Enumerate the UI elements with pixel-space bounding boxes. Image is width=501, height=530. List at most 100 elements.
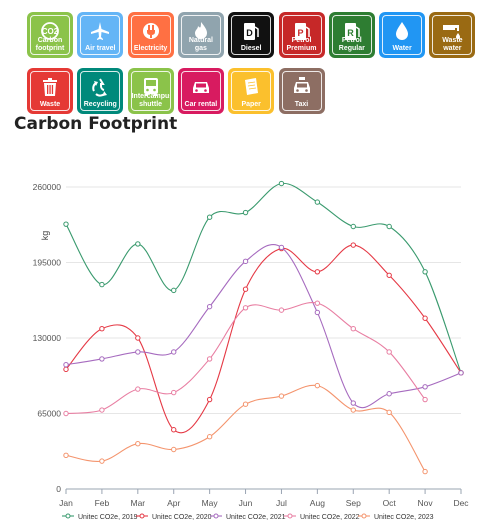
bus-icon [143, 78, 158, 96]
data-point[interactable] [350, 326, 356, 332]
data-point[interactable] [422, 468, 428, 475]
legend-marker [287, 513, 293, 519]
flame-icon [194, 22, 207, 39]
data-point[interactable] [278, 307, 285, 313]
x-tick-label: Jun [239, 498, 253, 508]
data-point[interactable] [242, 258, 249, 265]
data-point[interactable] [206, 434, 213, 440]
series-line-4 [65, 301, 426, 415]
legend-item-1[interactable]: Unitec CO2e, 2019 [62, 513, 138, 521]
x-tick-label: Nov [418, 498, 434, 508]
data-point[interactable] [135, 386, 141, 392]
tile-paper[interactable]: Paper [228, 68, 275, 114]
tile-car-rental[interactable]: Car rental [177, 68, 224, 114]
tile-label: Paper [241, 100, 261, 108]
data-point[interactable] [350, 400, 356, 406]
data-point[interactable] [63, 366, 69, 373]
data-point[interactable] [350, 242, 356, 248]
series-line-5 [65, 384, 426, 472]
data-point[interactable] [314, 269, 321, 275]
data-point[interactable] [242, 286, 249, 292]
data-point[interactable] [386, 349, 392, 355]
page-title: Carbon Footprint [14, 114, 178, 134]
data-point[interactable] [63, 410, 69, 417]
diesel-pump-icon: D [244, 23, 259, 40]
tile-petrol-premium[interactable]: P Petrol Premium [278, 12, 325, 58]
tile-electricity[interactable]: Electricity [127, 12, 174, 58]
data-point[interactable] [135, 349, 141, 355]
data-point[interactable] [242, 401, 249, 407]
tile-diesel[interactable]: D Diesel [228, 12, 275, 58]
legend-label: Unitec CO2e, 2019 [78, 514, 138, 521]
data-point[interactable] [314, 300, 321, 306]
data-point[interactable] [314, 382, 321, 389]
x-tick-label: Dec [453, 498, 469, 508]
data-point[interactable] [422, 315, 428, 321]
data-point[interactable] [206, 396, 213, 403]
regular-pump-icon: R [344, 23, 360, 40]
data-point[interactable] [171, 287, 177, 294]
data-point[interactable] [278, 393, 285, 399]
legend-item-5[interactable]: Unitec CO2e, 2023 [358, 513, 434, 521]
data-point[interactable] [171, 427, 177, 433]
tile-waste[interactable]: Waste [27, 68, 73, 114]
data-point[interactable] [422, 384, 428, 390]
data-point[interactable] [350, 407, 356, 413]
data-point[interactable] [99, 281, 105, 288]
tile-water[interactable]: Water [379, 12, 426, 58]
data-point[interactable] [99, 356, 105, 362]
legend-label: Unitec CO2e, 2021 [226, 514, 286, 521]
data-point[interactable] [171, 389, 177, 396]
data-point[interactable] [242, 305, 249, 311]
data-point[interactable] [63, 362, 69, 368]
tile-air-travel[interactable]: Air travel [77, 12, 124, 58]
data-point[interactable] [278, 244, 285, 251]
tile-carbon-footprint[interactable]: CO2 Carbon footprint [27, 12, 73, 58]
data-point[interactable] [63, 452, 69, 459]
waste-water-icon [443, 25, 461, 39]
tile-intercampus-shuttle[interactable]: Intercampus shuttle [127, 68, 174, 114]
x-tick-label: Oct [383, 498, 397, 508]
data-point[interactable] [422, 396, 428, 403]
data-point[interactable] [206, 214, 213, 220]
data-point[interactable] [135, 335, 141, 341]
taxi-icon [293, 77, 310, 93]
data-point[interactable] [314, 199, 321, 205]
data-point[interactable] [99, 458, 105, 464]
data-point[interactable] [422, 269, 428, 275]
data-point[interactable] [206, 303, 213, 310]
data-point[interactable] [386, 409, 392, 416]
data-point[interactable] [386, 391, 392, 397]
airplane-icon [91, 22, 110, 40]
recycle-icon [92, 78, 108, 97]
data-point[interactable] [171, 349, 177, 355]
data-point[interactable] [458, 370, 464, 376]
data-point[interactable] [171, 446, 177, 453]
data-point[interactable] [206, 356, 213, 362]
data-point[interactable] [386, 272, 392, 278]
data-point[interactable] [386, 223, 392, 230]
tile-taxi[interactable]: Taxi [278, 68, 325, 114]
data-point[interactable] [135, 441, 141, 447]
data-point[interactable] [63, 221, 69, 227]
data-point[interactable] [99, 407, 105, 413]
tile-petrol-regular[interactable]: R Petrol Regular [328, 12, 375, 58]
data-point[interactable] [350, 223, 356, 230]
tile-label: Recycling [83, 100, 117, 108]
data-point[interactable] [99, 326, 105, 332]
tile-recycling[interactable]: Recycling [77, 68, 124, 114]
data-point[interactable] [242, 209, 249, 216]
svg-text:R: R [347, 28, 354, 38]
data-point[interactable] [314, 309, 321, 316]
tile-label: Diesel [240, 44, 262, 52]
data-point[interactable] [135, 241, 141, 247]
legend-item-3[interactable]: Unitec CO2e, 2021 [210, 513, 286, 521]
tile-waste-water[interactable]: Waste water [429, 12, 476, 58]
data-point[interactable] [278, 180, 285, 187]
tile-natural-gas[interactable]: Natural gas [177, 12, 224, 58]
premium-pump-icon: P [294, 23, 310, 40]
legend-marker [139, 513, 145, 519]
x-tick-label: Aug [310, 498, 325, 508]
legend-item-2[interactable]: Unitec CO2e, 2020 [136, 513, 212, 521]
legend-item-4[interactable]: Unitec CO2e, 2022 [284, 513, 360, 521]
